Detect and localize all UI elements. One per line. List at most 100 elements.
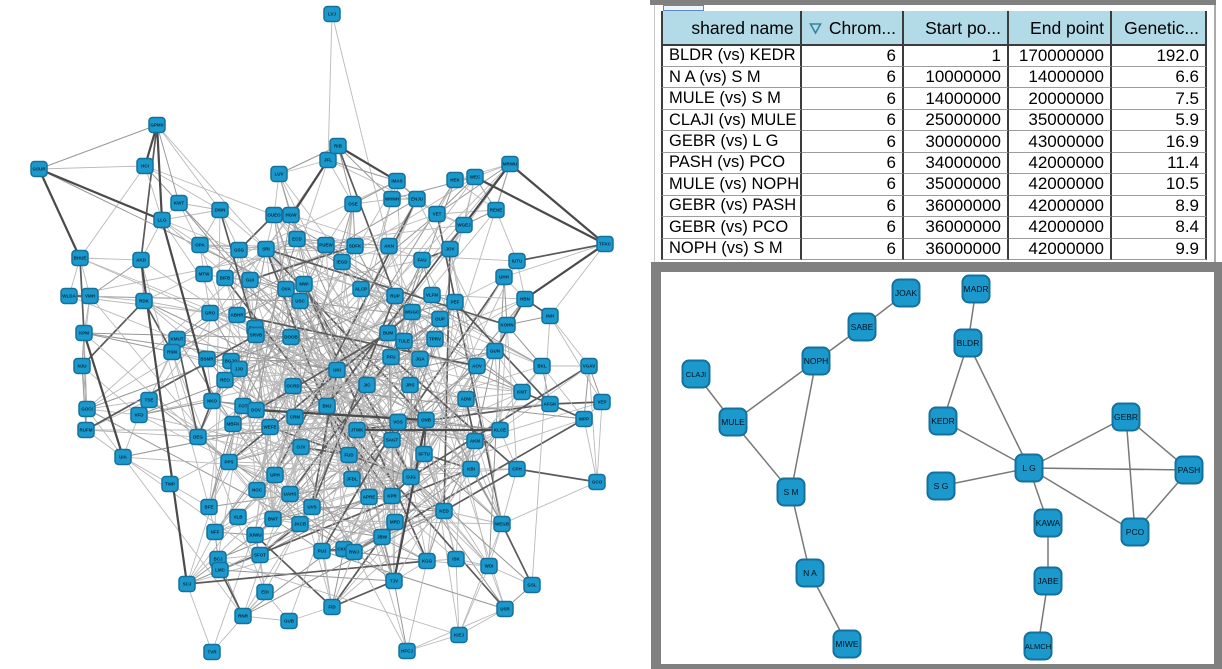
- svg-text:GRO: GRO: [205, 311, 216, 316]
- svg-text:CLAJI: CLAJI: [686, 370, 706, 379]
- svg-text:NFF: NFF: [211, 530, 220, 535]
- svg-text:KGG: KGG: [422, 559, 433, 564]
- svg-text:TULE: TULE: [398, 339, 410, 344]
- svg-text:L G: L G: [1022, 463, 1035, 473]
- svg-text:BSMR: BSMR: [200, 357, 214, 362]
- svg-text:RUP: RUP: [390, 294, 400, 299]
- svg-text:FAU: FAU: [418, 258, 427, 263]
- svg-text:KIEJ: KIEJ: [454, 633, 465, 638]
- svg-text:PEF: PEF: [451, 300, 460, 305]
- svg-text:IUTU: IUTU: [512, 259, 523, 264]
- svg-text:AFGK: AFGK: [544, 402, 557, 407]
- svg-text:WDI: WDI: [485, 564, 494, 569]
- svg-text:TVR: TVR: [208, 650, 218, 655]
- svg-text:BIFB: BIFB: [220, 276, 231, 281]
- svg-text:BKL: BKL: [537, 364, 546, 369]
- svg-text:OJV: OJV: [296, 445, 305, 450]
- svg-text:LVJ: LVJ: [328, 12, 336, 17]
- svg-text:DOOB: DOOB: [284, 335, 298, 340]
- svg-text:FOT: FOT: [239, 404, 248, 409]
- svg-text:MRD: MRD: [390, 520, 401, 525]
- svg-text:FID: FID: [328, 605, 336, 610]
- svg-text:HCI: HCI: [141, 164, 149, 169]
- svg-text:TJV: TJV: [390, 579, 398, 584]
- svg-text:BLDR: BLDR: [957, 338, 980, 348]
- svg-text:BFE: BFE: [205, 505, 214, 510]
- svg-text:DEG: DEG: [193, 435, 203, 440]
- svg-text:ISK: ISK: [452, 557, 460, 562]
- svg-text:GUB: GUB: [284, 619, 295, 624]
- svg-text:TFKC: TFKC: [599, 242, 612, 247]
- svg-text:SFTU: SFTU: [418, 452, 430, 457]
- svg-text:BNJ: BNJ: [322, 404, 331, 409]
- svg-text:HBN: HBN: [520, 297, 530, 302]
- svg-text:VEP: VEP: [597, 400, 606, 405]
- svg-text:BHUE: BHUE: [74, 256, 87, 261]
- svg-text:SABE: SABE: [851, 322, 874, 332]
- svg-text:SRVB: SRVB: [250, 333, 263, 338]
- svg-text:MTW: MTW: [199, 272, 210, 277]
- svg-text:KMT: KMT: [517, 390, 527, 395]
- svg-text:JFDL: JFDL: [346, 477, 358, 482]
- svg-text:AOV: AOV: [472, 364, 482, 369]
- svg-text:HGW: HGW: [286, 213, 298, 218]
- svg-text:IEGD: IEGD: [336, 260, 348, 265]
- svg-text:KWT: KWT: [174, 201, 184, 206]
- svg-text:OCRD: OCRD: [286, 384, 300, 389]
- svg-text:JRS: JRS: [406, 383, 415, 388]
- svg-text:WEC: WEC: [470, 175, 481, 180]
- svg-text:PUJ: PUJ: [318, 549, 327, 554]
- svg-text:RNR: RNR: [238, 614, 248, 619]
- svg-text:WPP: WPP: [579, 417, 589, 422]
- svg-text:UAHS: UAHS: [284, 492, 297, 497]
- svg-text:RWJ: RWJ: [349, 550, 359, 555]
- svg-text:RIB: RIB: [334, 144, 343, 149]
- svg-text:JGA: JGA: [415, 357, 425, 362]
- svg-text:REO: REO: [220, 378, 230, 383]
- svg-text:WGGC: WGGC: [405, 310, 420, 315]
- svg-text:OJG: OJG: [406, 475, 416, 480]
- svg-text:UPH: UPH: [270, 473, 280, 478]
- svg-text:PPS: PPS: [224, 460, 233, 465]
- svg-text:JOAK: JOAK: [895, 288, 918, 298]
- svg-text:NOPH: NOPH: [804, 356, 829, 366]
- svg-text:KPM: KPM: [79, 331, 89, 336]
- svg-text:S M: S M: [783, 487, 798, 497]
- svg-text:SAGT: SAGT: [386, 438, 399, 443]
- svg-text:KED: KED: [439, 509, 449, 514]
- svg-text:RDK: RDK: [139, 299, 149, 304]
- svg-text:HEK: HEK: [450, 178, 460, 183]
- svg-text:JUWU: JUWU: [248, 533, 261, 538]
- svg-text:INH: INH: [546, 314, 554, 319]
- svg-text:DWN: DWN: [215, 208, 226, 213]
- svg-text:ALCP: ALCP: [355, 287, 367, 292]
- svg-text:JOV: JOV: [445, 247, 454, 252]
- svg-text:SRI: SRI: [262, 247, 270, 252]
- svg-text:MULE: MULE: [721, 417, 745, 427]
- svg-text:OPA: OPA: [195, 243, 205, 248]
- svg-text:GUN: GUN: [490, 349, 500, 354]
- svg-text:VOS: VOS: [393, 420, 403, 425]
- svg-text:RUFM: RUFM: [80, 428, 93, 433]
- svg-text:AKN: AKN: [384, 244, 394, 249]
- svg-text:KBI: KBI: [467, 467, 475, 472]
- svg-text:DOV: DOV: [251, 408, 261, 413]
- svg-text:LUV: LUV: [275, 172, 284, 177]
- svg-text:WEFE: WEFE: [264, 425, 277, 430]
- svg-text:MIWE: MIWE: [835, 639, 858, 649]
- svg-text:ONB: ONB: [421, 418, 432, 423]
- svg-text:JIC: JIC: [363, 383, 371, 388]
- svg-text:UVS: UVS: [307, 505, 316, 510]
- svg-text:OUP: OUP: [435, 317, 445, 322]
- svg-text:APRE: APRE: [363, 495, 376, 500]
- svg-text:VLB: VLB: [234, 515, 244, 520]
- svg-text:USC: USC: [295, 299, 305, 304]
- svg-text:CRM: CRM: [290, 415, 300, 420]
- svg-text:PFU: PFU: [387, 355, 396, 360]
- svg-text:MWI: MWI: [299, 282, 308, 287]
- svg-text:JFL: JFL: [324, 158, 332, 163]
- svg-text:IMAS: IMAS: [391, 179, 402, 184]
- svg-text:GOCI: GOCI: [81, 407, 93, 412]
- svg-text:RSM: RSM: [167, 350, 177, 355]
- svg-text:TWP: TWP: [165, 482, 175, 487]
